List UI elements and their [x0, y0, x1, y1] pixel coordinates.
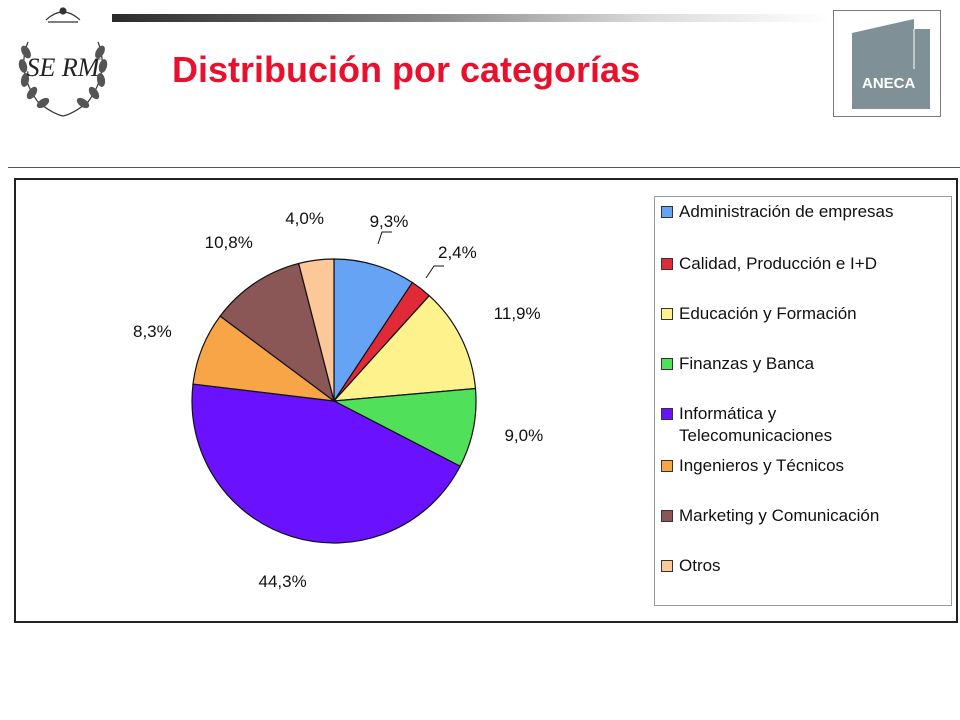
- data-label: 4,0%: [285, 209, 324, 229]
- crest-monogram: SE RM: [27, 53, 101, 82]
- legend-label: Calidad, Producción e I+D: [679, 254, 877, 273]
- data-label: 10,8%: [204, 232, 253, 252]
- legend-label: Ingenieros y Técnicos: [679, 456, 845, 475]
- pie-slice: [332, 294, 477, 402]
- legend-swatch: [661, 510, 673, 522]
- pie-chart: [191, 231, 477, 544]
- pie-slice: [297, 258, 335, 402]
- chart-legend: Administración de empresas Calidad, Produ…: [654, 196, 952, 606]
- legend-label: Administración de empresas: [679, 202, 894, 221]
- data-label: 8,3%: [132, 322, 172, 342]
- legend-swatch: [661, 258, 673, 270]
- aneca-logo: ANECA: [833, 10, 941, 117]
- legend-label: Finanzas y Banca: [679, 354, 815, 373]
- pie-slice: [333, 258, 414, 403]
- pie-slice: [331, 387, 477, 468]
- legend-label: Educación y Formación: [679, 304, 857, 323]
- data-label: 9,3%: [369, 211, 409, 231]
- data-label: 44,3%: [258, 571, 307, 591]
- legend-swatch: [661, 408, 673, 420]
- legend-label: Informática y Telecomunicaciones: [679, 404, 833, 445]
- data-label: 9,0%: [504, 426, 544, 445]
- header-gradient-bar: [112, 14, 830, 22]
- header-divider: [8, 167, 960, 168]
- data-label: 2,4%: [438, 243, 477, 263]
- crest-logo: SE RM: [18, 7, 108, 117]
- legend-swatch: [661, 358, 673, 370]
- legend-swatch: [661, 206, 673, 218]
- aneca-logo-text: ANECA: [862, 75, 916, 92]
- pie-slice: [219, 262, 336, 403]
- legend-label: Otros: [679, 556, 721, 575]
- leader-line: [425, 265, 444, 279]
- pie-slice: [191, 383, 461, 544]
- data-label: 11,9%: [493, 303, 541, 323]
- leader-line: [377, 231, 392, 245]
- page-title: Distribución por categorías: [172, 49, 641, 90]
- legend-swatch: [661, 308, 673, 320]
- legend-swatch: [661, 460, 673, 472]
- legend-swatch: [661, 560, 673, 572]
- chart-frame: 9,3% 2,4% 11,9% 9,0% 44,3% 8,3% 10,8% 4,0% Admi…: [14, 178, 958, 623]
- legend-label: Marketing y Comunicación: [679, 506, 880, 525]
